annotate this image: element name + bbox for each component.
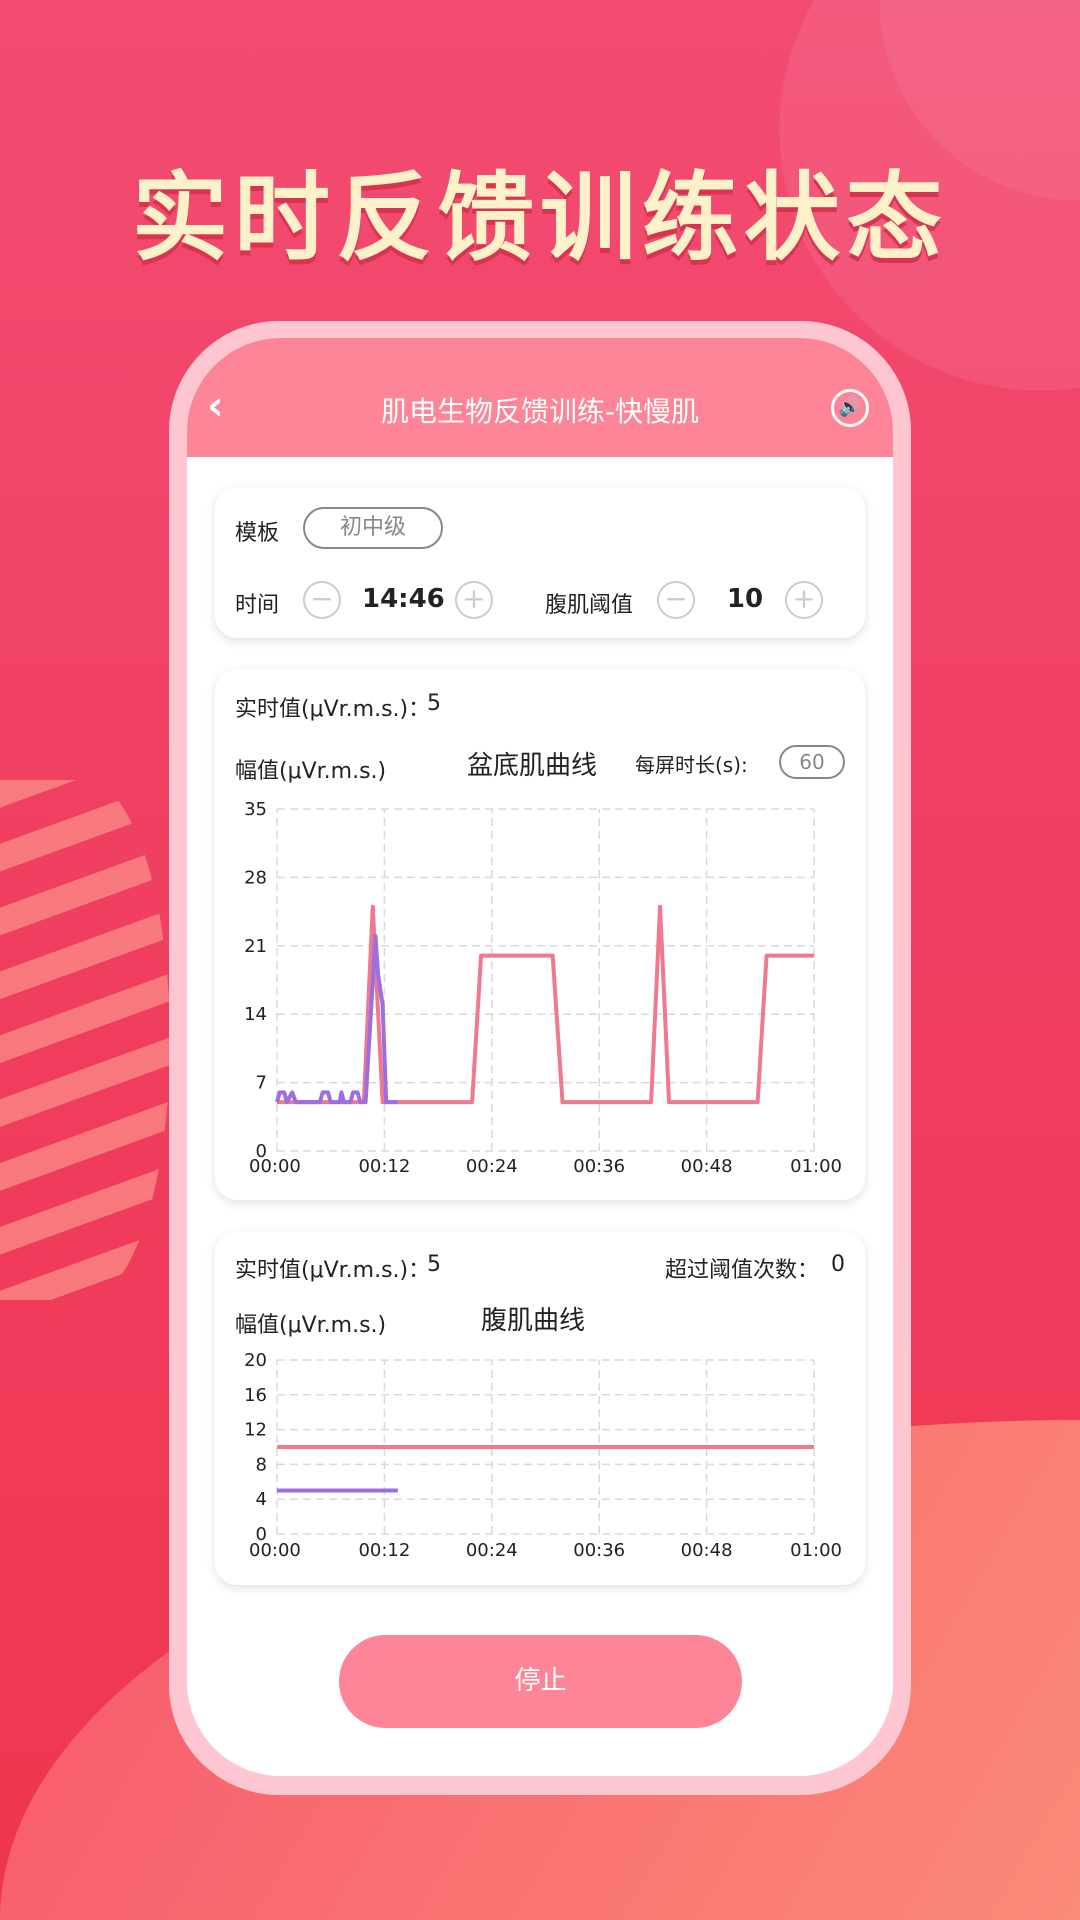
duration-label: 每屏时长(s): xyxy=(635,753,748,777)
duration-select[interactable]: 60 xyxy=(779,745,845,779)
threshold-plus-button[interactable]: + xyxy=(785,581,823,619)
threshold-minus-button[interactable]: − xyxy=(657,581,695,619)
realtime-label: 实时值(μVr.m.s.)： xyxy=(235,697,431,722)
threshold-label: 腹肌阈值 xyxy=(545,593,634,618)
stop-button[interactable]: 停止 xyxy=(339,1635,742,1728)
x-tick-label: 00:12 xyxy=(358,1540,410,1561)
abdominal-chart: 0 4 8 12 16 20 00:00 00:12 00:24 00:36 00:48 01:00 xyxy=(244,1350,842,1561)
x-tick-label: 00:24 xyxy=(466,1540,518,1561)
template-select[interactable]: 初中级 xyxy=(303,507,443,549)
realtime-value: 5 xyxy=(427,691,441,716)
pelvic-chart: 0 7 14 21 28 35 00:00 00:12 00:24 00:36 00:48 01:00 xyxy=(244,799,842,1177)
y-tick-label: 21 xyxy=(244,936,267,957)
x-tick-label: 00:36 xyxy=(573,1540,625,1561)
app-header: ‹ 肌电生物反馈训练-快慢肌 🔊 xyxy=(187,338,893,457)
amplitude-label: 幅值(μVr.m.s.) xyxy=(235,1313,387,1338)
y-tick-label: 35 xyxy=(244,799,267,820)
x-tick-label: 00:36 xyxy=(573,1156,625,1177)
x-tick-label: 00:48 xyxy=(681,1540,733,1561)
y-tick-label: 0 xyxy=(256,1524,267,1545)
time-value: 14:46 xyxy=(362,584,445,614)
realtime-label: 实时值(μVr.m.s.)： xyxy=(235,1258,431,1283)
x-tick-label: 00:00 xyxy=(249,1540,301,1561)
target-series-line xyxy=(277,904,814,1105)
time-minus-button[interactable]: − xyxy=(303,581,341,619)
pelvic-chart-card: 实时值(μVr.m.s.)： 5 幅值(μVr.m.s.) 盆底肌曲线 每屏时长… xyxy=(215,669,865,1200)
template-label: 模板 xyxy=(235,521,280,546)
decor-stripes xyxy=(0,780,170,1300)
x-tick-label: 00:12 xyxy=(358,1156,410,1177)
x-tick-label: 01:00 xyxy=(790,1540,842,1561)
speaker-icon[interactable]: 🔊 xyxy=(831,389,869,427)
chart-title: 腹肌曲线 xyxy=(481,1306,586,1336)
exceed-count-label: 超过阈值次数： xyxy=(665,1258,820,1283)
headline: 实时反馈训练状态 xyxy=(132,162,948,274)
y-tick-label: 8 xyxy=(256,1454,267,1475)
x-tick-label: 00:24 xyxy=(466,1156,518,1177)
y-tick-label: 0 xyxy=(256,1141,267,1162)
x-tick-label: 01:00 xyxy=(790,1156,842,1177)
y-tick-label: 12 xyxy=(244,1420,267,1441)
time-plus-button[interactable]: + xyxy=(455,581,493,619)
y-tick-label: 14 xyxy=(244,1004,267,1025)
y-tick-label: 28 xyxy=(244,867,267,888)
exceed-count-value: 0 xyxy=(831,1252,845,1277)
actual-series-line xyxy=(275,934,398,1105)
amplitude-label: 幅值(μVr.m.s.) xyxy=(235,759,387,784)
threshold-value: 10 xyxy=(726,584,764,614)
chevron-left-icon[interactable]: ‹ xyxy=(207,383,224,429)
chart-title: 盆底肌曲线 xyxy=(467,751,598,781)
y-tick-label: 7 xyxy=(256,1073,267,1094)
x-tick-label: 00:48 xyxy=(681,1156,733,1177)
y-tick-label: 4 xyxy=(256,1489,267,1510)
realtime-value: 5 xyxy=(427,1252,441,1277)
settings-card: 模板 初中级 时间 − 14:46 + 腹肌阈值 − 10 + xyxy=(215,487,865,638)
abdominal-chart-card: 实时值(μVr.m.s.)： 5 超过阈值次数： 0 幅值(μVr.m.s.) … xyxy=(215,1232,865,1585)
x-tick-label: 00:00 xyxy=(249,1156,301,1177)
time-label: 时间 xyxy=(235,593,280,618)
y-tick-label: 16 xyxy=(244,1385,267,1406)
page-title: 肌电生物反馈训练-快慢肌 xyxy=(380,395,700,428)
y-tick-label: 20 xyxy=(244,1350,267,1371)
